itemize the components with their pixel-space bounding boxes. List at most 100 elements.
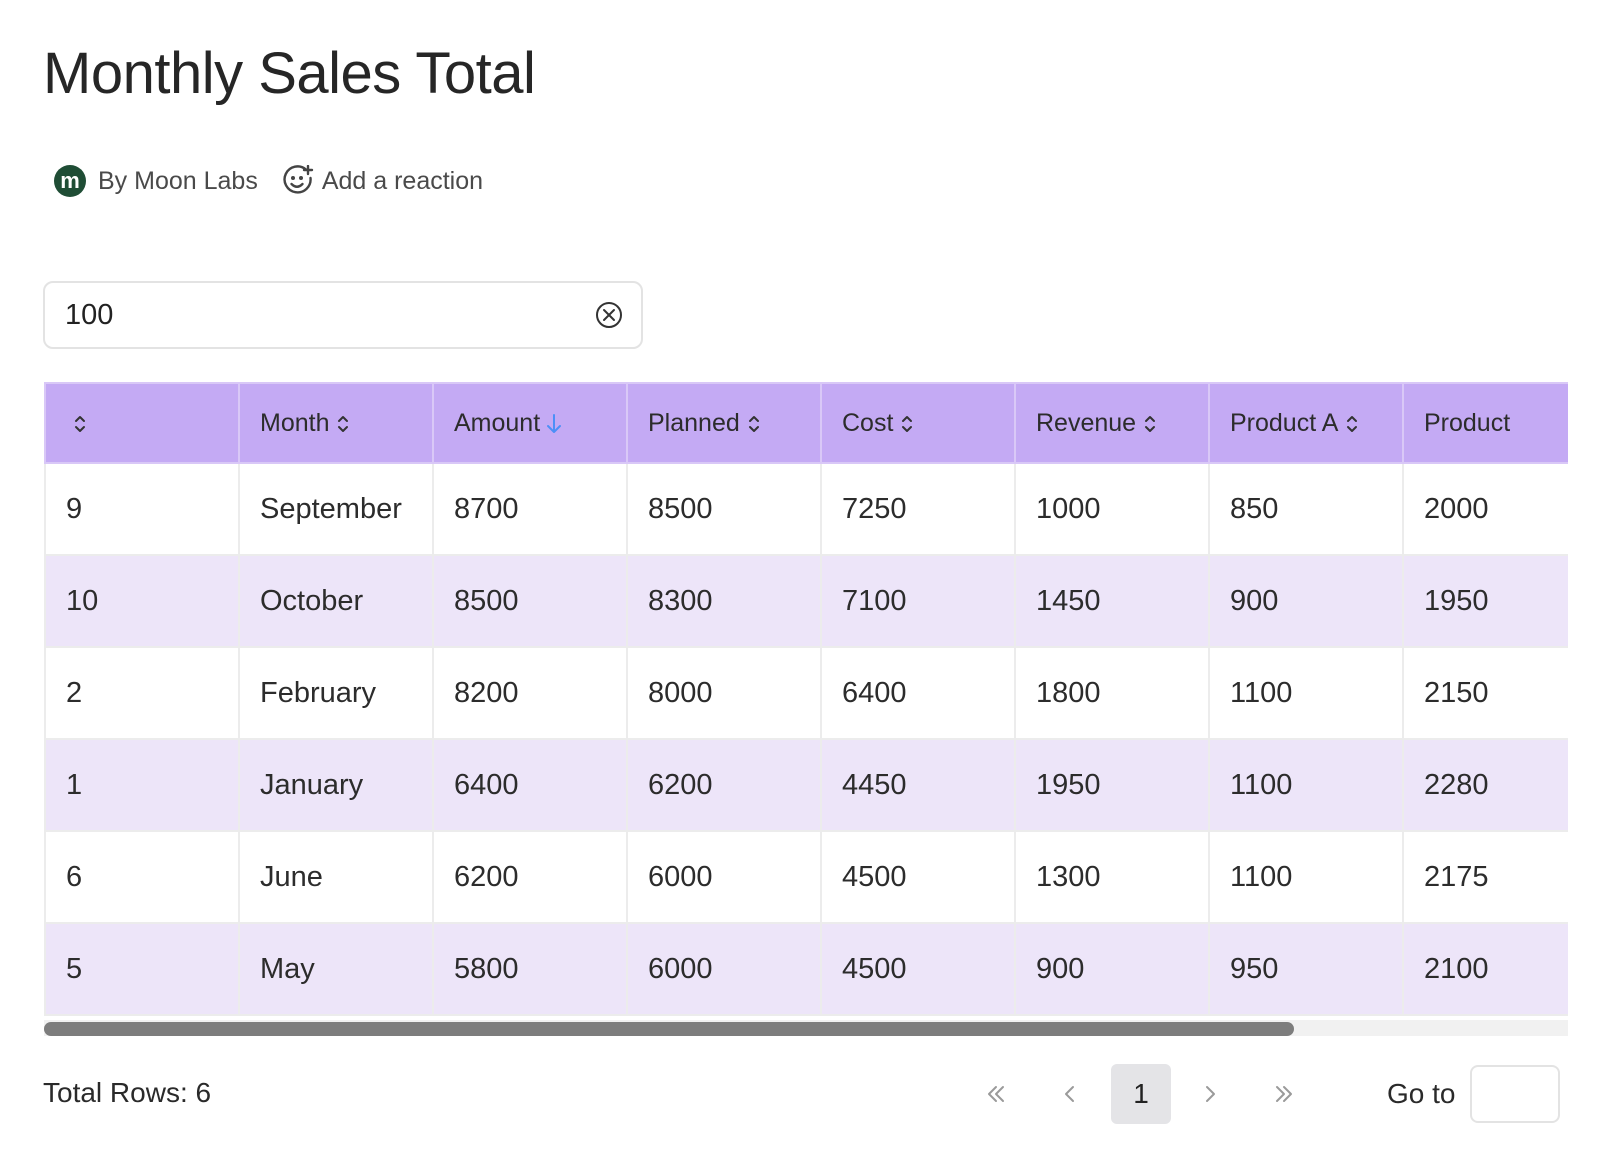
table-header-row: Month Amount Planned Cost Revenue Product A Pr… [44,382,1568,464]
double-chevron-left-icon [988,1086,1004,1102]
page-1-button[interactable]: 1 [1111,1064,1171,1124]
column-header-month[interactable]: Month [238,382,434,464]
column-header-label: Month [260,408,330,437]
table-cell: 8500 [432,554,628,648]
table-body: 9 September 8700 8500 7250 1000 850 2000 10 Octob… [44,462,1568,1016]
table-cell: May [238,922,434,1016]
last-page-button[interactable] [1254,1064,1314,1124]
table-cell: 1950 [1402,554,1568,648]
goto-label: Go to [1387,1078,1456,1109]
table-cell: 6200 [626,738,822,832]
table-cell: 4450 [820,738,1016,832]
add-reaction-label: Add a reaction [321,166,484,195]
author-avatar: m [54,165,86,197]
table-cell: 1300 [1014,830,1210,924]
scrollbar-thumb[interactable] [44,1022,1294,1036]
table-cell: 1100 [1208,830,1404,924]
table-cell: 6 [44,830,240,924]
table-row: 2 February 8200 8000 6400 1800 1100 2150 [44,646,1568,740]
goto-page-input[interactable] [1470,1065,1560,1123]
sort-toggle-icon [748,415,759,432]
table-cell: 1000 [1014,462,1210,556]
column-header-cost[interactable]: Cost [820,382,1016,464]
search-input[interactable] [63,297,567,333]
column-header-product-a[interactable]: Product A [1208,382,1404,464]
column-header-label: Revenue [1036,408,1137,437]
table-cell: 6000 [626,830,822,924]
column-header-index[interactable] [44,382,240,464]
double-chevron-right-icon [1276,1086,1292,1102]
column-header-amount[interactable]: Amount [432,382,628,464]
table-cell: 7100 [820,554,1016,648]
table-cell: 6400 [820,646,1016,740]
table-cell: February [238,646,434,740]
sort-toggle-icon [1145,415,1156,432]
data-table: Month Amount Planned Cost Revenue Product A Pr… [44,382,1568,1016]
column-header-revenue[interactable]: Revenue [1014,382,1210,464]
table-cell: 1 [44,738,240,832]
table-cell: 8700 [432,462,628,556]
column-header-label: Amount [454,408,541,437]
column-header-label: Product A [1230,408,1339,437]
table-cell: October [238,554,434,648]
table-cell: 1100 [1208,646,1404,740]
table-cell: 2 [44,646,240,740]
table-cell: 900 [1014,922,1210,1016]
table-cell: 2280 [1402,738,1568,832]
sort-descending-icon [547,413,562,433]
table-row: 1 January 6400 6200 4450 1950 1100 2280 [44,738,1568,832]
table-cell: 6400 [432,738,628,832]
sort-toggle-icon [338,415,349,432]
author-label: By Moon Labs [98,166,258,195]
horizontal-scrollbar[interactable] [44,1020,1568,1036]
table-cell: 8000 [626,646,822,740]
table-cell: 2100 [1402,922,1568,1016]
add-reaction-button[interactable]: Add a reaction [282,165,483,197]
table-cell: 8500 [626,462,822,556]
table-cell: 900 [1208,554,1404,648]
table-cell: 8200 [432,646,628,740]
column-header-planned[interactable]: Planned [626,382,822,464]
table-cell: 1100 [1208,738,1404,832]
column-header-label: Planned [648,408,740,437]
next-page-button[interactable] [1180,1064,1240,1124]
prev-page-button[interactable] [1040,1064,1100,1124]
table-cell: 850 [1208,462,1404,556]
table-row: 10 October 8500 8300 7100 1450 900 1950 [44,554,1568,648]
table-cell: 6200 [432,830,628,924]
table-row: 5 May 5800 6000 4500 900 950 2100 [44,922,1568,1016]
table-cell: 9 [44,462,240,556]
table-cell: 5800 [432,922,628,1016]
first-page-button[interactable] [966,1064,1026,1124]
column-header-label: Cost [842,408,894,437]
table-cell: 5 [44,922,240,1016]
table-cell: 10 [44,554,240,648]
table-cell: 2150 [1402,646,1568,740]
table-cell: 2000 [1402,462,1568,556]
table-cell: September [238,462,434,556]
table-cell: 6000 [626,922,822,1016]
table-cell: January [238,738,434,832]
data-table-container: Month Amount Planned Cost Revenue Product A Pr… [44,382,1568,1036]
total-rows-label: Total Rows: 6 [43,1077,212,1108]
clear-search-icon[interactable] [595,301,623,329]
sort-toggle-icon [75,415,85,432]
page-title: Monthly Sales Total [43,41,536,106]
table-cell: 8300 [626,554,822,648]
sort-toggle-icon [902,415,913,432]
page-meta: m By Moon Labs Add a reaction [54,165,483,197]
table-row: 9 September 8700 8500 7250 1000 850 2000 [44,462,1568,556]
chevron-left-icon [1065,1086,1074,1102]
table-cell: 1950 [1014,738,1210,832]
table-row: 6 June 6200 6000 4500 1300 1100 2175 [44,830,1568,924]
sort-toggle-icon [1347,415,1358,432]
search-box [43,281,643,349]
column-header-product[interactable]: Product [1402,382,1568,464]
chevron-right-icon [1206,1086,1215,1102]
column-header-label: Product [1424,408,1511,437]
smiley-plus-icon [283,165,314,194]
table-cell: June [238,830,434,924]
table-cell: 950 [1208,922,1404,1016]
table-cell: 2175 [1402,830,1568,924]
table-cell: 1450 [1014,554,1210,648]
